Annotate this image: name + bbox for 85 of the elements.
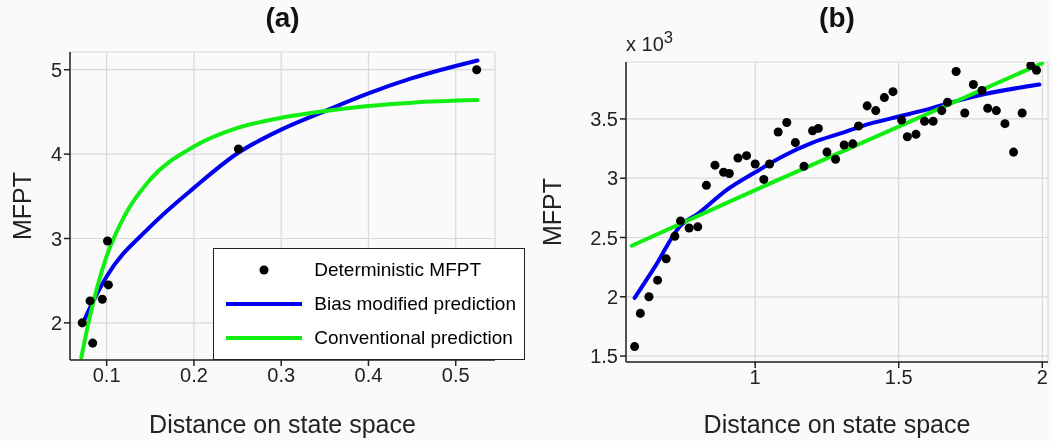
point bbox=[653, 275, 663, 285]
point bbox=[733, 153, 743, 163]
chart-title: (a) bbox=[264, 2, 301, 34]
x-tick-label: 0.4 bbox=[354, 364, 383, 387]
point bbox=[991, 106, 1001, 116]
point bbox=[97, 294, 107, 304]
point bbox=[1032, 65, 1042, 75]
point bbox=[813, 123, 823, 133]
point bbox=[968, 80, 978, 90]
y-tick-label: 2 bbox=[606, 285, 618, 308]
y-tick-label: 5 bbox=[50, 58, 62, 81]
point bbox=[848, 139, 858, 149]
point bbox=[773, 127, 783, 137]
point bbox=[937, 106, 947, 116]
point bbox=[710, 160, 720, 170]
point bbox=[871, 106, 881, 116]
line-series bbox=[632, 82, 1042, 300]
point bbox=[670, 231, 680, 241]
y-tick-label: 2 bbox=[50, 311, 62, 334]
point bbox=[759, 174, 769, 184]
point bbox=[724, 168, 734, 178]
point bbox=[630, 342, 640, 352]
x-tick-label: 0.5 bbox=[441, 364, 470, 387]
point bbox=[77, 318, 87, 328]
point bbox=[822, 147, 832, 157]
point bbox=[85, 296, 95, 306]
x-tick-label: 0.3 bbox=[267, 364, 296, 387]
point bbox=[839, 140, 849, 150]
legend-label: Deterministic MFPT bbox=[314, 259, 482, 281]
point bbox=[103, 280, 113, 290]
y-tick-label: 4 bbox=[50, 143, 62, 166]
y-tick-label: 3.5 bbox=[590, 108, 618, 131]
point bbox=[902, 132, 912, 142]
point bbox=[862, 101, 872, 111]
point bbox=[911, 129, 921, 139]
chart-title: (b) bbox=[819, 2, 855, 33]
point bbox=[701, 180, 711, 190]
point bbox=[1017, 108, 1027, 118]
point bbox=[897, 115, 907, 125]
point bbox=[928, 116, 938, 126]
y-tick-label: 1.5 bbox=[590, 345, 618, 368]
y-axis-title: MFPT bbox=[7, 171, 36, 241]
y-tick-label: 3 bbox=[606, 167, 618, 190]
point bbox=[790, 138, 800, 148]
x-axis-title: Distance on state space bbox=[703, 410, 971, 438]
x-tick-label: 2 bbox=[1036, 366, 1048, 389]
point bbox=[693, 222, 703, 232]
point bbox=[799, 161, 809, 171]
x-axis-title: Distance on state space bbox=[149, 410, 416, 438]
legend-label: Conventional prediction bbox=[314, 327, 513, 349]
point bbox=[960, 108, 970, 118]
x-tick-label: 1 bbox=[749, 366, 761, 389]
point bbox=[782, 117, 792, 127]
point bbox=[765, 159, 775, 169]
legend-label: Bias modified prediction bbox=[314, 293, 516, 315]
point bbox=[920, 116, 930, 126]
point bbox=[1009, 147, 1019, 157]
x-tick-label: 0.1 bbox=[92, 364, 121, 387]
point bbox=[750, 159, 760, 169]
point bbox=[684, 223, 694, 233]
point bbox=[977, 85, 987, 95]
point bbox=[888, 87, 898, 97]
point bbox=[1000, 119, 1010, 129]
point bbox=[233, 144, 243, 154]
y-tick-label: 3 bbox=[50, 227, 62, 250]
point bbox=[635, 308, 645, 318]
text: x 10$^{3}$ bbox=[626, 28, 674, 56]
point bbox=[644, 292, 654, 302]
point bbox=[88, 338, 98, 348]
point bbox=[854, 121, 864, 131]
point bbox=[943, 97, 953, 107]
point bbox=[983, 103, 993, 113]
point bbox=[1026, 62, 1036, 71]
point bbox=[676, 216, 686, 226]
point bbox=[472, 65, 482, 75]
point bbox=[661, 254, 671, 264]
point bbox=[951, 66, 961, 76]
point bbox=[103, 236, 113, 246]
x-tick-label: 0.2 bbox=[180, 364, 208, 387]
point bbox=[742, 151, 752, 161]
point bbox=[831, 154, 841, 164]
point bbox=[879, 93, 889, 103]
y-axis-title: MFPT bbox=[537, 177, 566, 247]
x-tick-label: 1.5 bbox=[884, 366, 913, 389]
y-tick-label: 2.5 bbox=[590, 226, 618, 249]
